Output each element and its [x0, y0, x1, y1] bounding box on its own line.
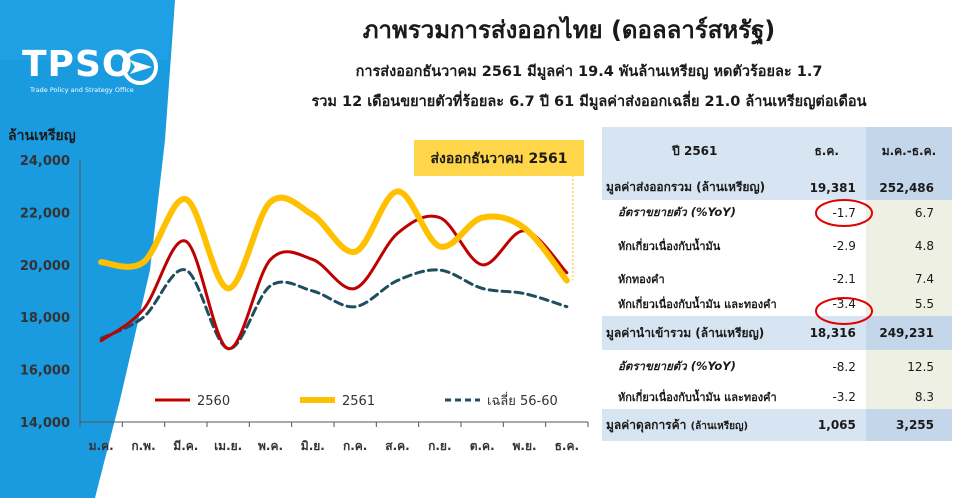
balance-unit: (ล้านเหรียญ) [690, 420, 749, 432]
x-tick-label: ธ.ค. [555, 439, 579, 453]
logo-ring-icon [122, 49, 158, 85]
x-tick-label: ม.ค. [89, 439, 114, 453]
callout-box [414, 140, 584, 176]
x-tick-label: มิ.ย. [301, 439, 325, 453]
table-row: มูลค่านำเข้ารวม (ล้านเหรียญ) 18,316 249,… [602, 316, 952, 350]
header-dec: ธ.ค. [787, 127, 866, 175]
row-dec-value: -8.2 [832, 360, 856, 374]
row-label: หักเกี่ยวเนื่องกับน้ำมัน [618, 239, 721, 253]
table-row: หักทองคำ -2.1 7.4 [602, 266, 952, 291]
y-tick-label: 14,000 [20, 416, 70, 431]
y-tick-label: 24,000 [20, 154, 70, 169]
logo-subtitle: Trade Policy and Strategy Office [30, 86, 134, 94]
spacer-row [602, 258, 952, 266]
row-dec-value: -3.4 [832, 296, 856, 311]
x-tick-labels: ม.ค. ก.พ. มี.ค. เม.ย. พ.ค. มิ.ย. ก.ค. ส.ค. ก.ย. ต… [89, 439, 579, 453]
table-row: มูลค่าดุลการค้า (ล้านเหรียญ) 1,065 3,255 [602, 409, 952, 441]
header-jan-dec: ม.ค.-ธ.ค. [865, 127, 952, 175]
x-tick-label: เม.ย. [214, 439, 242, 453]
x-tick-label: พ.ย. [512, 439, 536, 453]
row-label: หักเกี่ยวเนื่องกับน้ำมัน และทองคำ [618, 390, 777, 404]
table-row: อัตราขยายตัว (%YoY) -8.2 12.5 [602, 350, 952, 384]
row-dec-value: -1.7 [832, 205, 856, 220]
row-year-value: 3,255 [865, 409, 952, 441]
row-dec-value: -2.1 [832, 271, 856, 286]
logo-panel [0, 0, 175, 498]
row-year-value: 4.8 [865, 233, 952, 258]
balance-label: มูลค่าดุลการค้า [606, 417, 687, 432]
row-label: อัตราขยายตัว (%YoY) [618, 359, 736, 373]
logo-name: TPSO [22, 44, 134, 85]
chart-legend: 2560 2561 เฉลี่ย 56-60 [155, 392, 558, 409]
table-row: มูลค่าส่งออกรวม (ล้านเหรียญ) 19,381 252,… [602, 175, 952, 200]
callout-label: ส่งออกธันวาคม 2561 [431, 151, 568, 167]
row-dec-value: 19,381 [787, 175, 866, 200]
row-dec-value: -2.9 [832, 238, 856, 253]
y-tick-label: 22,000 [20, 206, 70, 221]
y-axis-label: ล้านเหรียญ [8, 128, 76, 144]
table-row: หักเกี่ยวเนื่องกับน้ำมัน -2.9 4.8 [602, 233, 952, 258]
table-row: อัตราขยายตัว (%YoY) -1.7 6.7 [602, 200, 952, 225]
row-year-value: 5.5 [865, 291, 952, 316]
table-row: หักเกี่ยวเนื่องกับน้ำมัน และทองคำ -3.4 5… [602, 291, 952, 316]
x-tick-label: ก.ค. [343, 439, 367, 453]
page-title: ภาพรวมการส่งออกไทย (ดอลลาร์สหรัฐ) [362, 16, 776, 44]
row-year-value: 252,486 [865, 175, 952, 200]
chart-axes [79, 160, 589, 427]
x-tick-label: ก.ย. [428, 439, 451, 453]
row-year-value: 6.7 [865, 200, 952, 225]
row-year-value: 12.5 [865, 350, 952, 384]
row-label: มูลค่าดุลการค้า (ล้านเหรียญ) [602, 409, 788, 441]
highlight-circle-icon [815, 297, 873, 325]
row-label: มูลค่านำเข้ารวม (ล้านเหรียญ) [602, 316, 788, 350]
subtitle-line-2: รวม 12 เดือนขยายตัวที่ร้อยละ 6.7 ปี 61 ม… [311, 94, 867, 110]
row-year-value: 7.4 [865, 266, 952, 291]
row-dec-value: 1,065 [787, 409, 866, 441]
y-tick-label: 20,000 [20, 259, 70, 274]
row-label: หักเกี่ยวเนื่องกับน้ำมัน และทองคำ [618, 297, 777, 311]
row-year-value: 249,231 [865, 316, 952, 350]
legend-label: 2561 [342, 394, 375, 409]
table-header: ปี 2561 ธ.ค. ม.ค.-ธ.ค. [602, 127, 952, 175]
y-tick-label: 16,000 [20, 364, 70, 379]
x-tick-label: ก.พ. [131, 439, 155, 453]
export-line-chart: ล้านเหรียญ 14,000 16,000 18,000 20,000 22,00… [8, 128, 589, 453]
x-tick-label: พ.ค. [258, 439, 283, 453]
table-row: หักเกี่ยวเนื่องกับน้ำมัน และทองคำ -3.2 8… [602, 384, 952, 409]
x-tick-label: มี.ค. [173, 439, 198, 453]
header-year: ปี 2561 [602, 127, 788, 175]
highlight-circle-icon [815, 199, 873, 227]
subtitle-line-1: การส่งออกธันวาคม 2561 มีมูลค่า 19.4 พันล… [355, 64, 823, 80]
x-tick-label: ส.ค. [385, 439, 409, 453]
y-tick-label: 18,000 [20, 311, 70, 326]
legend-label: 2560 [197, 394, 230, 409]
series-line-average [99, 268, 569, 351]
spacer-row [602, 225, 952, 233]
row-label: มูลค่าส่งออกรวม (ล้านเหรียญ) [602, 175, 788, 200]
series-line-2560 [99, 214, 569, 351]
row-label: หักทองคำ [618, 272, 665, 286]
row-label: อัตราขยายตัว (%YoY) [618, 204, 736, 219]
series-line-2561 [98, 188, 570, 292]
row-year-value: 8.3 [865, 384, 952, 409]
summary-table: ปี 2561 ธ.ค. ม.ค.-ธ.ค. มูลค่าส่งออกรวม (… [602, 127, 952, 441]
x-tick-label: ต.ค. [470, 439, 495, 453]
row-dec-value: -3.2 [832, 389, 856, 404]
logo-arrow-icon [130, 60, 152, 74]
legend-label: เฉลี่ย 56-60 [487, 392, 558, 409]
y-tick-labels: 14,000 16,000 18,000 20,000 22,000 24,000 [20, 154, 70, 431]
